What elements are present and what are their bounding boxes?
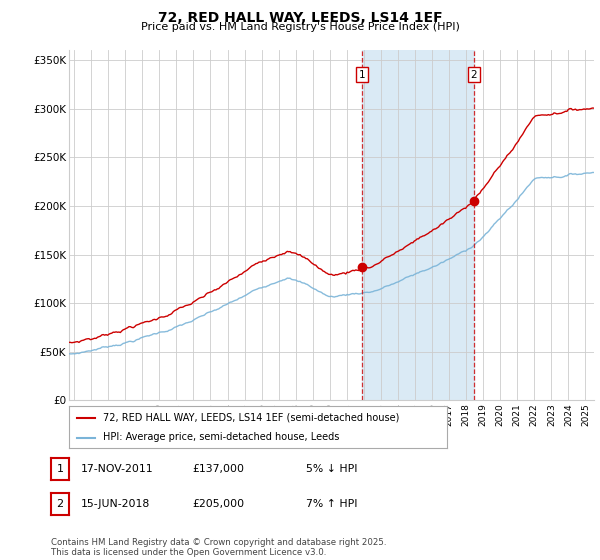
Text: 2: 2 (470, 69, 478, 80)
Text: 15-JUN-2018: 15-JUN-2018 (81, 499, 150, 509)
Text: Contains HM Land Registry data © Crown copyright and database right 2025.
This d: Contains HM Land Registry data © Crown c… (51, 538, 386, 557)
Bar (362, 50, 474, 400)
Text: 1: 1 (359, 69, 365, 80)
Text: 2: 2 (56, 499, 64, 509)
Text: 72, RED HALL WAY, LEEDS, LS14 1EF (semi-detached house): 72, RED HALL WAY, LEEDS, LS14 1EF (semi-… (103, 413, 400, 423)
Text: 5% ↓ HPI: 5% ↓ HPI (306, 464, 358, 474)
Text: 72, RED HALL WAY, LEEDS, LS14 1EF: 72, RED HALL WAY, LEEDS, LS14 1EF (158, 11, 442, 25)
Text: Price paid vs. HM Land Registry's House Price Index (HPI): Price paid vs. HM Land Registry's House … (140, 22, 460, 32)
Text: £137,000: £137,000 (192, 464, 244, 474)
Text: HPI: Average price, semi-detached house, Leeds: HPI: Average price, semi-detached house,… (103, 432, 340, 442)
Text: £205,000: £205,000 (192, 499, 244, 509)
Text: 1: 1 (56, 464, 64, 474)
Text: 7% ↑ HPI: 7% ↑ HPI (306, 499, 358, 509)
Text: 17-NOV-2011: 17-NOV-2011 (81, 464, 154, 474)
